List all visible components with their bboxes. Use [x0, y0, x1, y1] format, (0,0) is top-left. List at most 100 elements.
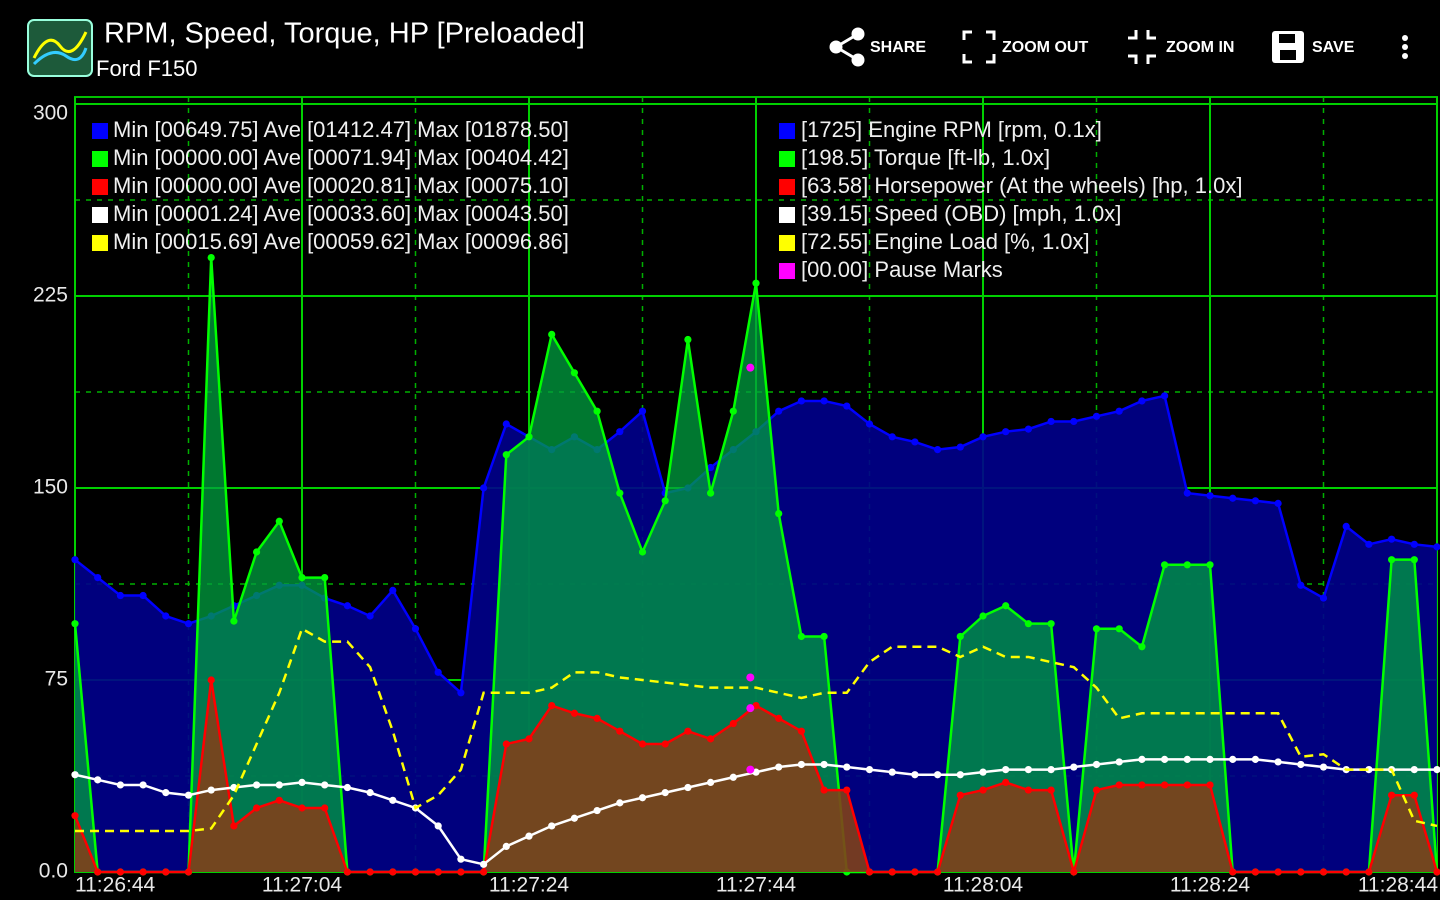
data-point [525, 832, 533, 840]
data-point [1138, 781, 1146, 789]
data-point [298, 574, 306, 582]
data-point [1024, 620, 1032, 628]
data-point [1047, 786, 1055, 794]
data-point [1206, 755, 1214, 763]
data-point [1319, 594, 1328, 602]
x-tick-label: 11:27:04 [262, 874, 343, 897]
data-point [1251, 755, 1259, 763]
y-tick-label: 150 [33, 476, 68, 499]
legend-swatch [779, 235, 795, 251]
data-point [729, 407, 737, 415]
data-point [525, 735, 533, 743]
data-point [979, 612, 987, 620]
data-point [775, 763, 783, 771]
data-point [775, 407, 783, 415]
data-point [1070, 417, 1078, 426]
data-point [1297, 868, 1305, 876]
data-point [956, 632, 964, 641]
data-point [820, 760, 828, 769]
data-point [230, 617, 238, 625]
data-point [139, 591, 147, 600]
data-point [366, 612, 374, 620]
share-icon[interactable] [829, 27, 865, 67]
data-point [979, 768, 987, 776]
data-point [389, 796, 397, 804]
data-point [1388, 791, 1396, 799]
data-point [911, 868, 919, 876]
data-point [593, 806, 601, 815]
data-point [1138, 755, 1146, 763]
data-point [865, 766, 874, 774]
legend-stats: Min [00000.00] Ave [00071.94] Max [00404… [113, 145, 569, 170]
data-point [775, 509, 783, 518]
x-tick-label: 11:27:44 [716, 874, 797, 897]
legend-swatch [779, 151, 795, 167]
data-point [1002, 766, 1010, 774]
data-point [71, 556, 79, 564]
x-tick-label: 11:28:24 [1170, 874, 1251, 897]
data-point [1274, 499, 1282, 507]
zoom-in-icon[interactable] [1128, 30, 1156, 64]
data-point [684, 783, 692, 792]
data-point [1365, 868, 1373, 876]
zoom-in-button[interactable]: ZOOM IN [1166, 39, 1234, 56]
data-point [1092, 786, 1101, 794]
data-point [1206, 561, 1214, 569]
data-point [746, 673, 755, 682]
data-point [343, 868, 351, 876]
x-tick-label: 11:28:44 [1358, 874, 1439, 897]
area-fill [75, 257, 1437, 873]
data-point [1297, 760, 1305, 769]
legend-label: [63.58] Horsepower (At the wheels) [hp, … [801, 173, 1242, 198]
data-point [253, 804, 261, 812]
data-point [298, 804, 306, 812]
data-point [1365, 540, 1373, 548]
data-point [684, 335, 692, 344]
data-point [956, 443, 964, 451]
data-point [1115, 407, 1123, 415]
data-point [94, 574, 102, 582]
data-point [1161, 781, 1169, 789]
data-point [457, 689, 465, 697]
y-tick-label: 300 [33, 102, 68, 125]
data-point [746, 363, 755, 372]
legend-stats: Min [00001.24] Ave [00033.60] Max [00043… [113, 201, 569, 226]
legend-swatch [779, 207, 795, 223]
x-tick-label: 11:26:44 [75, 874, 156, 897]
data-point [207, 676, 215, 684]
data-point [1274, 868, 1282, 876]
data-point [480, 868, 488, 876]
data-point [888, 433, 896, 441]
legend-swatch [92, 179, 108, 195]
legend-label: [39.15] Speed (OBD) [mph, 1.0x] [801, 201, 1121, 226]
data-point [207, 786, 215, 794]
data-point [1115, 758, 1123, 766]
data-point [934, 446, 942, 454]
data-point [139, 868, 147, 876]
zoom-out-icon[interactable] [962, 30, 996, 64]
data-point [934, 771, 942, 779]
app-icon [27, 19, 93, 77]
data-point [1206, 781, 1214, 789]
save-icon[interactable] [1272, 31, 1304, 63]
data-point [457, 868, 465, 876]
legend-label: [198.5] Torque [ft-lb, 1.0x] [801, 145, 1050, 170]
data-point [1183, 781, 1191, 789]
data-point [593, 407, 601, 415]
zoom-out-button[interactable]: ZOOM OUT [1002, 39, 1088, 56]
data-point [184, 791, 193, 799]
data-point [616, 799, 624, 807]
data-point [820, 786, 828, 794]
data-point [638, 407, 647, 415]
data-point [707, 778, 715, 787]
data-point [366, 789, 374, 797]
data-point [843, 402, 851, 410]
data-point [1070, 868, 1078, 876]
save-button[interactable]: SAVE [1312, 39, 1355, 56]
data-point [746, 765, 755, 774]
data-point [434, 822, 442, 830]
share-button[interactable]: SHARE [870, 39, 926, 56]
overflow-menu[interactable] [1402, 35, 1408, 59]
data-point [1365, 766, 1373, 774]
